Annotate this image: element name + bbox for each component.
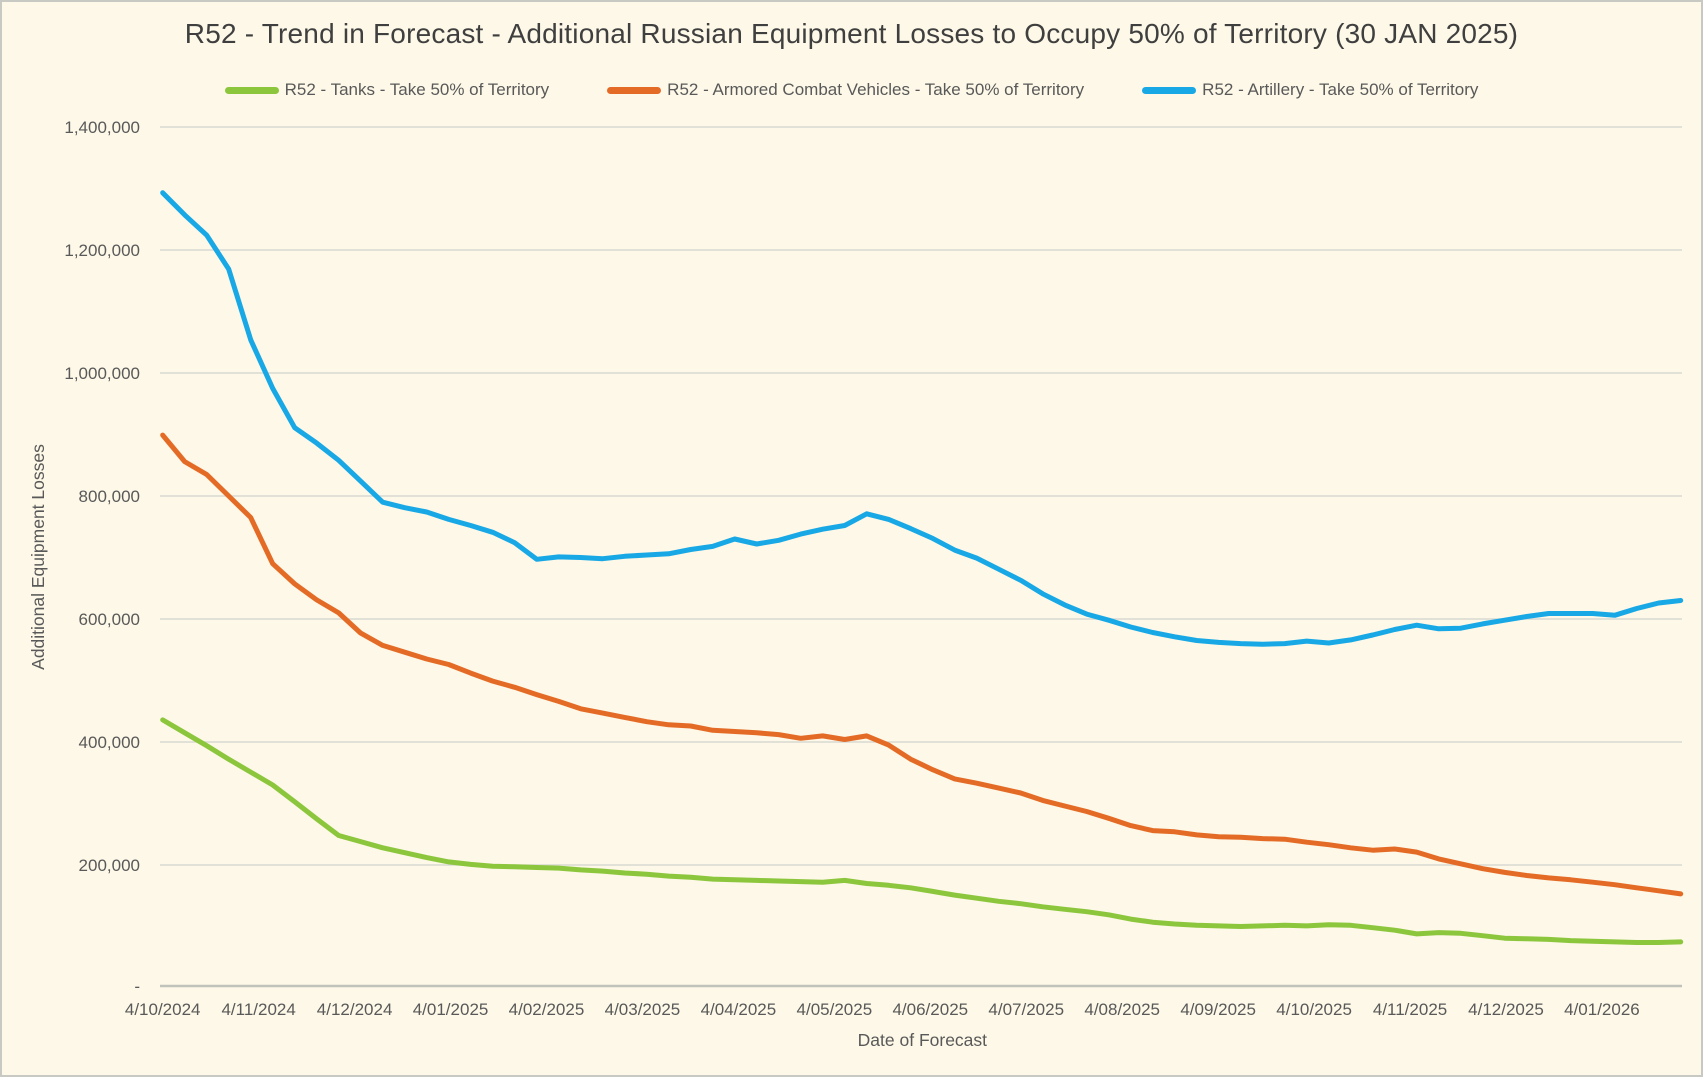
y-tick-label: 1,200,000 — [64, 241, 140, 260]
legend-item-tanks: R52 - Tanks - Take 50% of Territory — [224, 80, 550, 100]
y-tick-label: 1,400,000 — [64, 118, 140, 137]
x-tick-label: 4/08/2025 — [1084, 1000, 1160, 1019]
legend-swatch-artillery-icon — [1142, 86, 1197, 94]
x-tick-label: 4/04/2025 — [701, 1000, 777, 1019]
x-tick-label: 4/01/2025 — [413, 1000, 489, 1019]
x-tick-label: 4/03/2025 — [605, 1000, 681, 1019]
series-line-acv — [160, 432, 1684, 897]
x-axis-title: Date of Forecast — [858, 1030, 987, 1050]
x-tick-label: 4/09/2025 — [1180, 1000, 1256, 1019]
x-tick-label: 4/12/2025 — [1468, 1000, 1544, 1019]
x-tick-label: 4/02/2025 — [509, 1000, 585, 1019]
x-tick-label: 4/06/2025 — [892, 1000, 968, 1019]
x-tick-label: 4/12/2024 — [317, 1000, 393, 1019]
y-tick-label: 600,000 — [79, 610, 140, 629]
chart-title: R52 - Trend in Forecast - Additional Rus… — [184, 18, 1519, 49]
y-axis-title: Additional Equipment Losses — [28, 444, 48, 670]
x-tick-label: 4/05/2025 — [797, 1000, 873, 1019]
legend-item-artillery: R52 - Artillery - Take 50% of Territory — [1142, 80, 1478, 100]
y-tick-label: 1,000,000 — [64, 364, 140, 383]
legend-label-artillery: R52 - Artillery - Take 50% of Territory — [1202, 80, 1479, 99]
series-line-artillery — [160, 190, 1684, 647]
y-tick-label: - — [134, 977, 140, 996]
legend-label-tanks: R52 - Tanks - Take 50% of Territory — [284, 80, 550, 99]
x-tick-label: 4/10/2024 — [125, 1000, 201, 1019]
legend-label-acv: R52 - Armored Combat Vehicles - Take 50%… — [667, 80, 1085, 99]
y-tick-label: 200,000 — [79, 856, 140, 875]
x-tick-label: 4/07/2025 — [988, 1000, 1064, 1019]
x-tick-label: 4/01/2026 — [1564, 1000, 1640, 1019]
series-line-tanks — [160, 717, 1684, 945]
legend-item-acv: R52 - Armored Combat Vehicles - Take 50%… — [607, 80, 1084, 100]
y-tick-label: 400,000 — [79, 733, 140, 752]
legend-swatch-acv-icon — [607, 86, 662, 94]
legend-swatch-tanks-icon — [224, 86, 279, 94]
chart-legend: R52 - Tanks - Take 50% of Territory R52 -… — [2, 80, 1701, 100]
x-tick-label: 4/11/2024 — [221, 1000, 295, 1019]
y-tick-label: 800,000 — [79, 487, 140, 506]
x-tick-label: 4/10/2025 — [1276, 1000, 1352, 1019]
x-tick-label: 4/11/2025 — [1373, 1000, 1447, 1019]
